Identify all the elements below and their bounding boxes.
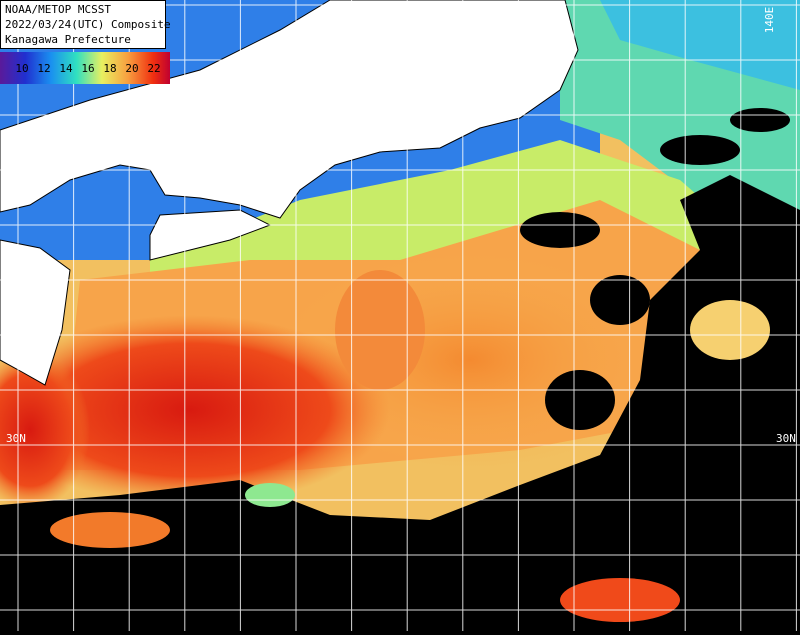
scale-label: 14 <box>59 62 73 75</box>
scale-label: 18 <box>103 62 116 75</box>
header-line: NOAA/METOP MCSST <box>5 3 111 16</box>
cloud-gap-sst <box>50 300 770 622</box>
latitude-label: 30N <box>776 432 796 445</box>
header-box: NOAA/METOP MCSST 2022/03/24(UTC) Composi… <box>0 0 171 49</box>
scale-label: 10 <box>15 62 28 75</box>
latitude-label: 30N <box>6 432 26 445</box>
longitude-label: 136E <box>320 7 333 34</box>
color-scale <box>0 52 170 84</box>
cloud-specks <box>520 108 790 430</box>
scale-label: 22 <box>147 62 160 75</box>
longitude-label: 140E <box>763 7 776 34</box>
scale-label: 16 <box>81 62 94 75</box>
color-scale-labels: 10 12 14 16 18 20 22 <box>15 62 160 75</box>
header-line: Kanagawa Prefecture <box>5 33 131 46</box>
scale-label: 20 <box>125 62 138 75</box>
scale-label: 12 <box>37 62 50 75</box>
cloud-mask <box>0 175 800 631</box>
header-line: 2022/03/24(UTC) Composite <box>5 18 171 31</box>
